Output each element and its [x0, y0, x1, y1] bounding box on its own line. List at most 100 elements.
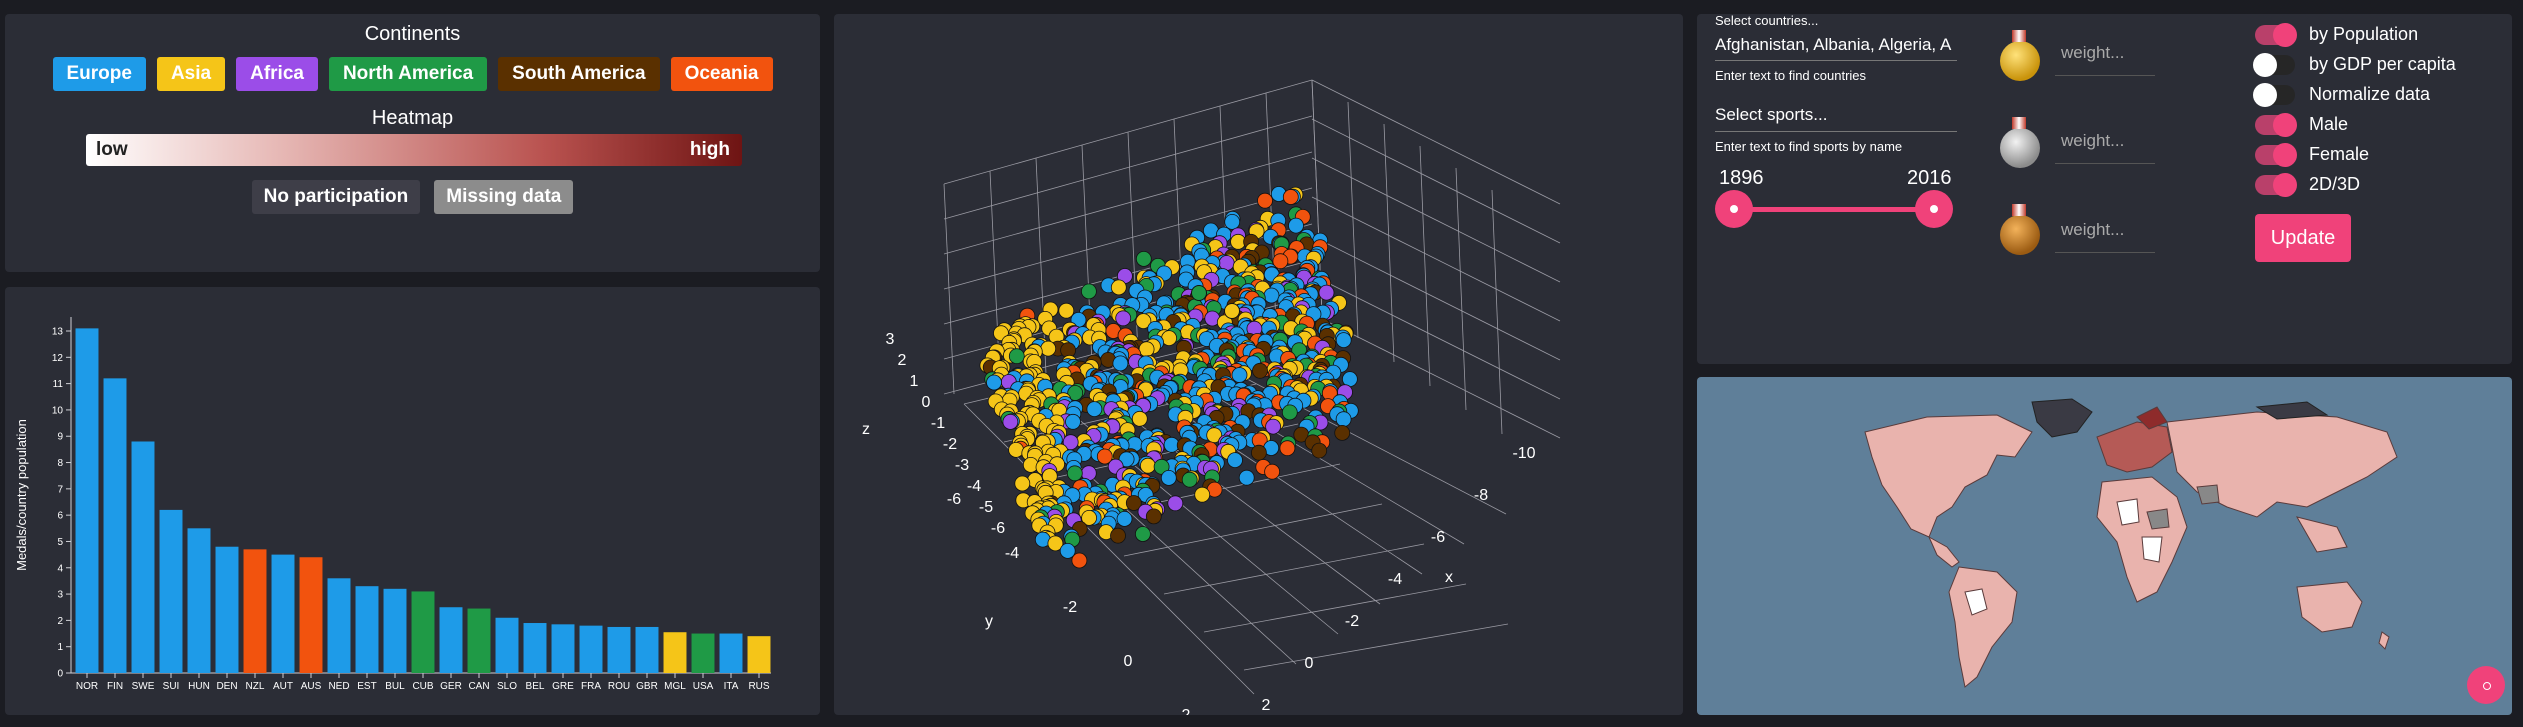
data-point — [1125, 495, 1142, 511]
world-map[interactable] — [1697, 377, 2512, 715]
toggle-switch[interactable] — [2255, 22, 2297, 47]
gold-medal-icon — [2000, 41, 2040, 81]
x-tick-label: AUT — [273, 681, 293, 692]
x-tick-label: SWE — [132, 681, 155, 692]
continent-chips: Europe Asia Africa North America South Ameri… — [5, 57, 820, 91]
gold-weight-input[interactable]: weight... — [2061, 43, 2125, 62]
y-tick-label: 0 — [57, 669, 63, 680]
heatmap-high-label: high — [689, 139, 730, 160]
continent-chip-oceania[interactable]: Oceania — [670, 57, 773, 91]
data-point — [1139, 457, 1156, 474]
map-reset-button[interactable] — [2467, 666, 2505, 704]
data-point — [1002, 413, 1019, 430]
data-point — [1112, 355, 1129, 372]
update-button[interactable]: Update — [2255, 214, 2351, 262]
x-tick-label: AUS — [301, 681, 322, 692]
bar-sui — [159, 509, 183, 673]
bar-usa — [691, 633, 715, 673]
z-tick-label: -6 — [991, 520, 1005, 537]
bar-nzl — [243, 549, 267, 673]
continent-chip-asia[interactable]: Asia — [156, 57, 226, 91]
toggle-label: Normalize data — [2309, 84, 2431, 104]
data-point — [1145, 508, 1162, 525]
countries-input[interactable]: Afghanistan, Albania, Algeria, A — [1715, 35, 1952, 54]
toggle-switch[interactable] — [2255, 112, 2297, 137]
year-slider-max-handle[interactable] — [1915, 190, 1953, 228]
y-tick-label: 7 — [57, 484, 63, 495]
x-tick-label: GER — [440, 681, 462, 692]
silver-weight-input[interactable]: weight... — [2061, 131, 2125, 150]
data-point — [1058, 302, 1075, 319]
y-tick-label: 10 — [52, 405, 64, 416]
toggle-male[interactable]: Male — [2255, 112, 2348, 137]
continent-chip-africa[interactable]: Africa — [236, 57, 318, 91]
missing-data-tag: Missing data — [434, 180, 574, 214]
y-tick-label: 0 — [1124, 653, 1133, 670]
x-tick-label: -10 — [1512, 445, 1535, 462]
continent-chip-north-america[interactable]: North America — [328, 57, 488, 91]
x-tick-label: -4 — [1388, 571, 1402, 588]
data-point — [1081, 509, 1098, 526]
toggle-normalize-data[interactable]: Normalize data — [2253, 82, 2431, 107]
data-point — [1279, 440, 1296, 457]
x-axis-title: x — [1445, 569, 1453, 586]
toggle-label: by GDP per capita — [2309, 54, 2456, 74]
toggle-by-population[interactable]: by Population — [2255, 22, 2419, 47]
bar-cub — [411, 591, 435, 673]
bar-gbr — [635, 626, 659, 673]
data-point — [1257, 192, 1273, 209]
data-point — [1181, 471, 1198, 488]
bronze-medal-icon — [2000, 215, 2040, 255]
bronze-weight-input[interactable]: weight... — [2061, 220, 2125, 239]
bar-bel — [523, 623, 547, 673]
y-tick-label: 9 — [57, 432, 63, 443]
z-tick-label: -5 — [979, 499, 993, 516]
bar-aut — [271, 554, 295, 673]
y-tick-label: 12 — [52, 353, 64, 364]
data-point — [1131, 410, 1148, 427]
bar-est — [355, 586, 379, 673]
toggle-switch[interactable] — [2255, 172, 2297, 197]
x-tick-label: CAN — [468, 681, 489, 692]
toggle-by-gdp-per-capita[interactable]: by GDP per capita — [2253, 52, 2456, 77]
z-tick-label: 0 — [922, 394, 931, 411]
y-tick-label: 11 — [53, 379, 64, 390]
bar-slo — [495, 617, 519, 673]
data-point — [1059, 543, 1076, 559]
data-point — [1008, 348, 1025, 365]
data-point — [1250, 444, 1267, 461]
data-point — [1263, 287, 1280, 304]
bar-nor — [75, 328, 99, 673]
data-point — [1227, 452, 1243, 469]
year-slider-min-handle[interactable] — [1715, 190, 1753, 228]
y-tick-label: 1 — [57, 642, 63, 653]
data-point — [1047, 535, 1064, 552]
sports-input[interactable]: Select sports... — [1715, 105, 1828, 124]
y-tick-label: -2 — [1063, 599, 1077, 616]
data-point — [1134, 526, 1151, 542]
toggle-female[interactable]: Female — [2255, 142, 2370, 167]
y-tick-label: 2 — [57, 616, 63, 627]
toggle-switch[interactable] — [2253, 82, 2295, 107]
continent-chip-europe[interactable]: Europe — [52, 57, 146, 91]
data-point — [1071, 552, 1088, 569]
toggle-label: Female — [2309, 144, 2370, 164]
x-tick-label: ROU — [608, 681, 630, 692]
x-tick-label: -6 — [1431, 529, 1445, 546]
bar-ger — [439, 607, 463, 673]
data-point — [1014, 475, 1031, 492]
map-oceania — [2296, 581, 2363, 633]
x-tick-label: BUL — [385, 681, 405, 692]
z-tick-label: -4 — [967, 478, 981, 495]
toggle-switch[interactable] — [2255, 142, 2297, 167]
continent-chip-south-america[interactable]: South America — [498, 57, 660, 91]
toggle-label: by Population — [2309, 24, 2419, 44]
toggle-switch[interactable] — [2253, 52, 2295, 77]
toggle-2d-3d[interactable]: 2D/3D — [2255, 172, 2360, 197]
z-tick-label: -3 — [955, 457, 969, 474]
year-slider-track[interactable] — [1734, 207, 1934, 212]
world-map-panel[interactable] — [1697, 377, 2512, 715]
z-tick-label: 1 — [910, 373, 919, 390]
